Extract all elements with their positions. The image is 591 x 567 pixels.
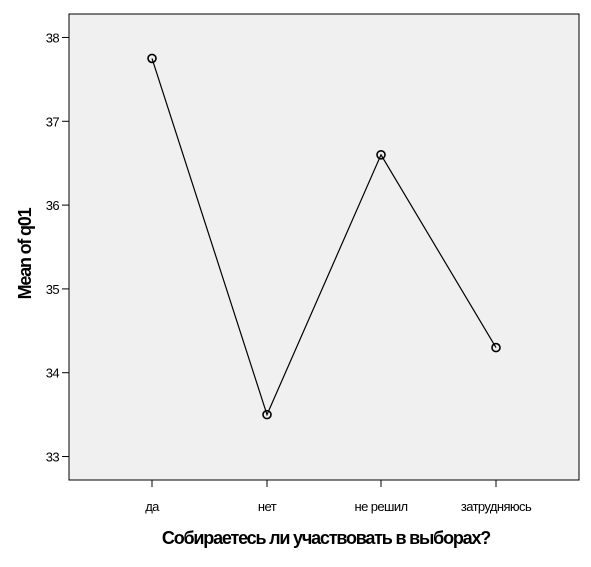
x-axis-title: Собираетесь ли участвовать в выборах? [162, 528, 490, 548]
data-point [262, 409, 272, 420]
x-axis: да нет не решил затрудняюсь [145, 480, 533, 514]
plot-area [68, 13, 580, 481]
y-axis-title: Mean of q01 [15, 207, 35, 299]
x-tick-label: затрудняюсь [461, 499, 532, 514]
y-tick-label: 38 [46, 30, 60, 45]
series-line [151, 58, 497, 417]
data-point [147, 53, 157, 64]
data-point [376, 150, 386, 160]
y-tick-label: 33 [46, 450, 60, 465]
y-tick-label: 37 [46, 114, 60, 129]
y-tick-label: 35 [46, 282, 60, 297]
y-tick-label: 34 [46, 366, 60, 381]
x-tick-label: не решил [355, 499, 408, 514]
x-tick-label: нет [258, 499, 277, 514]
y-tick-label: 36 [46, 198, 60, 213]
series-layer [147, 53, 501, 420]
data-point [491, 342, 501, 353]
y-axis: 33 34 35 36 37 38 [46, 30, 69, 465]
x-tick-label: да [145, 499, 160, 514]
